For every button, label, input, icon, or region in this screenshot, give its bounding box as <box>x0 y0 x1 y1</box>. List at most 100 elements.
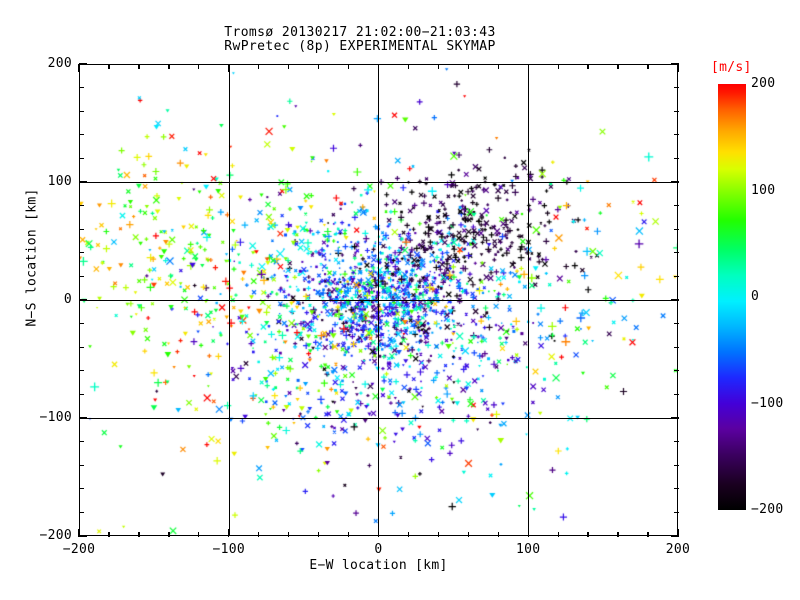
tick-y-right-minor--80 <box>674 393 679 396</box>
tick-x-minor--20 <box>347 532 350 537</box>
x-tick-label-200: 200 <box>665 542 691 557</box>
x-tick-label-100: 100 <box>516 542 541 557</box>
tick-x-top-minor-80 <box>497 64 499 69</box>
y-tick-label--200: −200 <box>39 528 72 543</box>
tick-y-minor--140 <box>79 464 84 466</box>
tick-x-0 <box>377 529 380 537</box>
tick-y-minor--80 <box>79 393 84 396</box>
tick-y-minor-60 <box>79 228 84 230</box>
tick-x-minor--80 <box>258 532 260 537</box>
tick-x-minor--120 <box>198 532 200 537</box>
tick-y-right--100 <box>671 417 679 419</box>
colorbar-unit-label: [m/s] <box>711 60 752 75</box>
tick-x-200 <box>677 529 679 537</box>
tick-y-0 <box>79 299 87 301</box>
x-tick-label--200: −200 <box>62 542 96 557</box>
tick-y-right-100 <box>671 181 679 183</box>
tick-x--200 <box>78 529 80 537</box>
tick-x-minor-60 <box>467 532 470 537</box>
tick-y-right-200 <box>671 63 679 65</box>
tick-x-top-minor-20 <box>407 64 410 69</box>
gridline-y--100 <box>80 418 677 420</box>
x-axis-title: E−W location [km] <box>309 558 448 573</box>
colorbar-tick-1: 100 <box>751 182 776 198</box>
tick-x-minor-20 <box>407 532 410 537</box>
tick-y-minor--60 <box>79 370 84 372</box>
tick-y-right-minor-180 <box>674 86 679 89</box>
y-tick-label-200: 200 <box>47 56 72 71</box>
tick-y-right-minor--140 <box>674 464 679 466</box>
colorbar-tick-4: −200 <box>751 502 784 517</box>
y-axis-title: N−S location [km] <box>24 188 40 327</box>
tick-y-minor-40 <box>79 252 84 254</box>
colorbar-tick-0: 200 <box>751 76 776 91</box>
tick-x-top-minor--60 <box>287 64 290 69</box>
tick-y-right-minor--40 <box>674 346 679 348</box>
tick-x-minor-80 <box>497 532 499 537</box>
title-line-1: Tromsø 20130217 21:02:00−21:03:43 <box>224 25 496 40</box>
tick-x-top-minor-40 <box>437 64 440 69</box>
tick-y-minor--160 <box>79 488 84 490</box>
tick-x-minor--60 <box>287 532 290 537</box>
tick-x-minor-40 <box>437 532 440 537</box>
tick-y-right-minor-140 <box>674 134 679 136</box>
colorbar-gradient <box>718 84 746 510</box>
tick-y-right-minor--120 <box>674 440 679 443</box>
tick-y-minor-160 <box>79 110 84 112</box>
tick-y--100 <box>79 417 87 419</box>
tick-y-right-0 <box>671 299 679 301</box>
tick-y-right-minor-80 <box>674 204 679 207</box>
y-tick-label-100: 100 <box>47 174 72 189</box>
tick-x-top-minor--40 <box>317 64 320 69</box>
tick-x-top-minor-140 <box>587 64 589 69</box>
tick-y-minor--40 <box>79 346 84 348</box>
tick-x-top-minor-180 <box>647 64 649 69</box>
tick-x-top--100 <box>228 64 230 72</box>
tick-y-minor-80 <box>79 204 84 207</box>
tick-x-top-minor--20 <box>347 64 350 69</box>
tick-y-minor--180 <box>79 511 84 514</box>
tick-x-top-100 <box>527 64 529 72</box>
tick-y--200 <box>79 535 87 537</box>
tick-y-right--200 <box>671 535 679 537</box>
tick-x-minor--40 <box>317 532 320 537</box>
tick-x-top-minor--80 <box>258 64 260 69</box>
tick-x-top-minor-160 <box>617 64 619 69</box>
tick-y-minor-120 <box>79 157 84 160</box>
tick-x-100 <box>527 529 529 537</box>
tick-x--100 <box>228 529 230 537</box>
tick-y-100 <box>79 181 87 183</box>
y-tick-label-0: 0 <box>63 292 72 307</box>
colorbar-tick-3: −100 <box>751 395 784 411</box>
tick-x-top-minor--140 <box>168 64 170 69</box>
tick-y-right-minor-40 <box>674 252 679 254</box>
tick-x-top-minor--180 <box>108 64 110 69</box>
tick-x-minor-140 <box>587 532 589 537</box>
gridline-y-100 <box>80 182 677 184</box>
tick-y-right-minor-160 <box>674 110 679 112</box>
scatter-plot-area <box>79 64 678 536</box>
title-line-2: RwPretec (8p) EXPERIMENTAL SKYMAP <box>224 39 496 54</box>
tick-x-top-200 <box>677 64 679 72</box>
tick-y-right-minor--60 <box>674 370 679 372</box>
tick-y-right-minor--160 <box>674 488 679 490</box>
tick-x-top-0 <box>377 64 380 72</box>
tick-x-minor-180 <box>647 532 649 537</box>
figure-title: Tromsø 20130217 21:02:00−21:03:43 RwPret… <box>0 26 720 54</box>
tick-y-minor-20 <box>79 275 84 278</box>
tick-x-top-minor-120 <box>557 64 559 69</box>
tick-x-minor--180 <box>108 532 110 537</box>
gridline-y-0 <box>80 300 677 302</box>
tick-y-right-minor-60 <box>674 228 679 230</box>
tick-y-right-minor--180 <box>674 511 679 514</box>
tick-y-minor-180 <box>79 86 84 89</box>
tick-y-minor-140 <box>79 134 84 136</box>
tick-y-right-minor-20 <box>674 275 679 278</box>
x-tick-label--100: −100 <box>212 542 245 557</box>
tick-x-top--200 <box>78 64 80 72</box>
tick-x-minor--160 <box>138 532 140 537</box>
tick-x-top-minor--160 <box>138 64 140 69</box>
tick-x-minor--140 <box>168 532 170 537</box>
y-tick-label--100: −100 <box>39 410 72 425</box>
